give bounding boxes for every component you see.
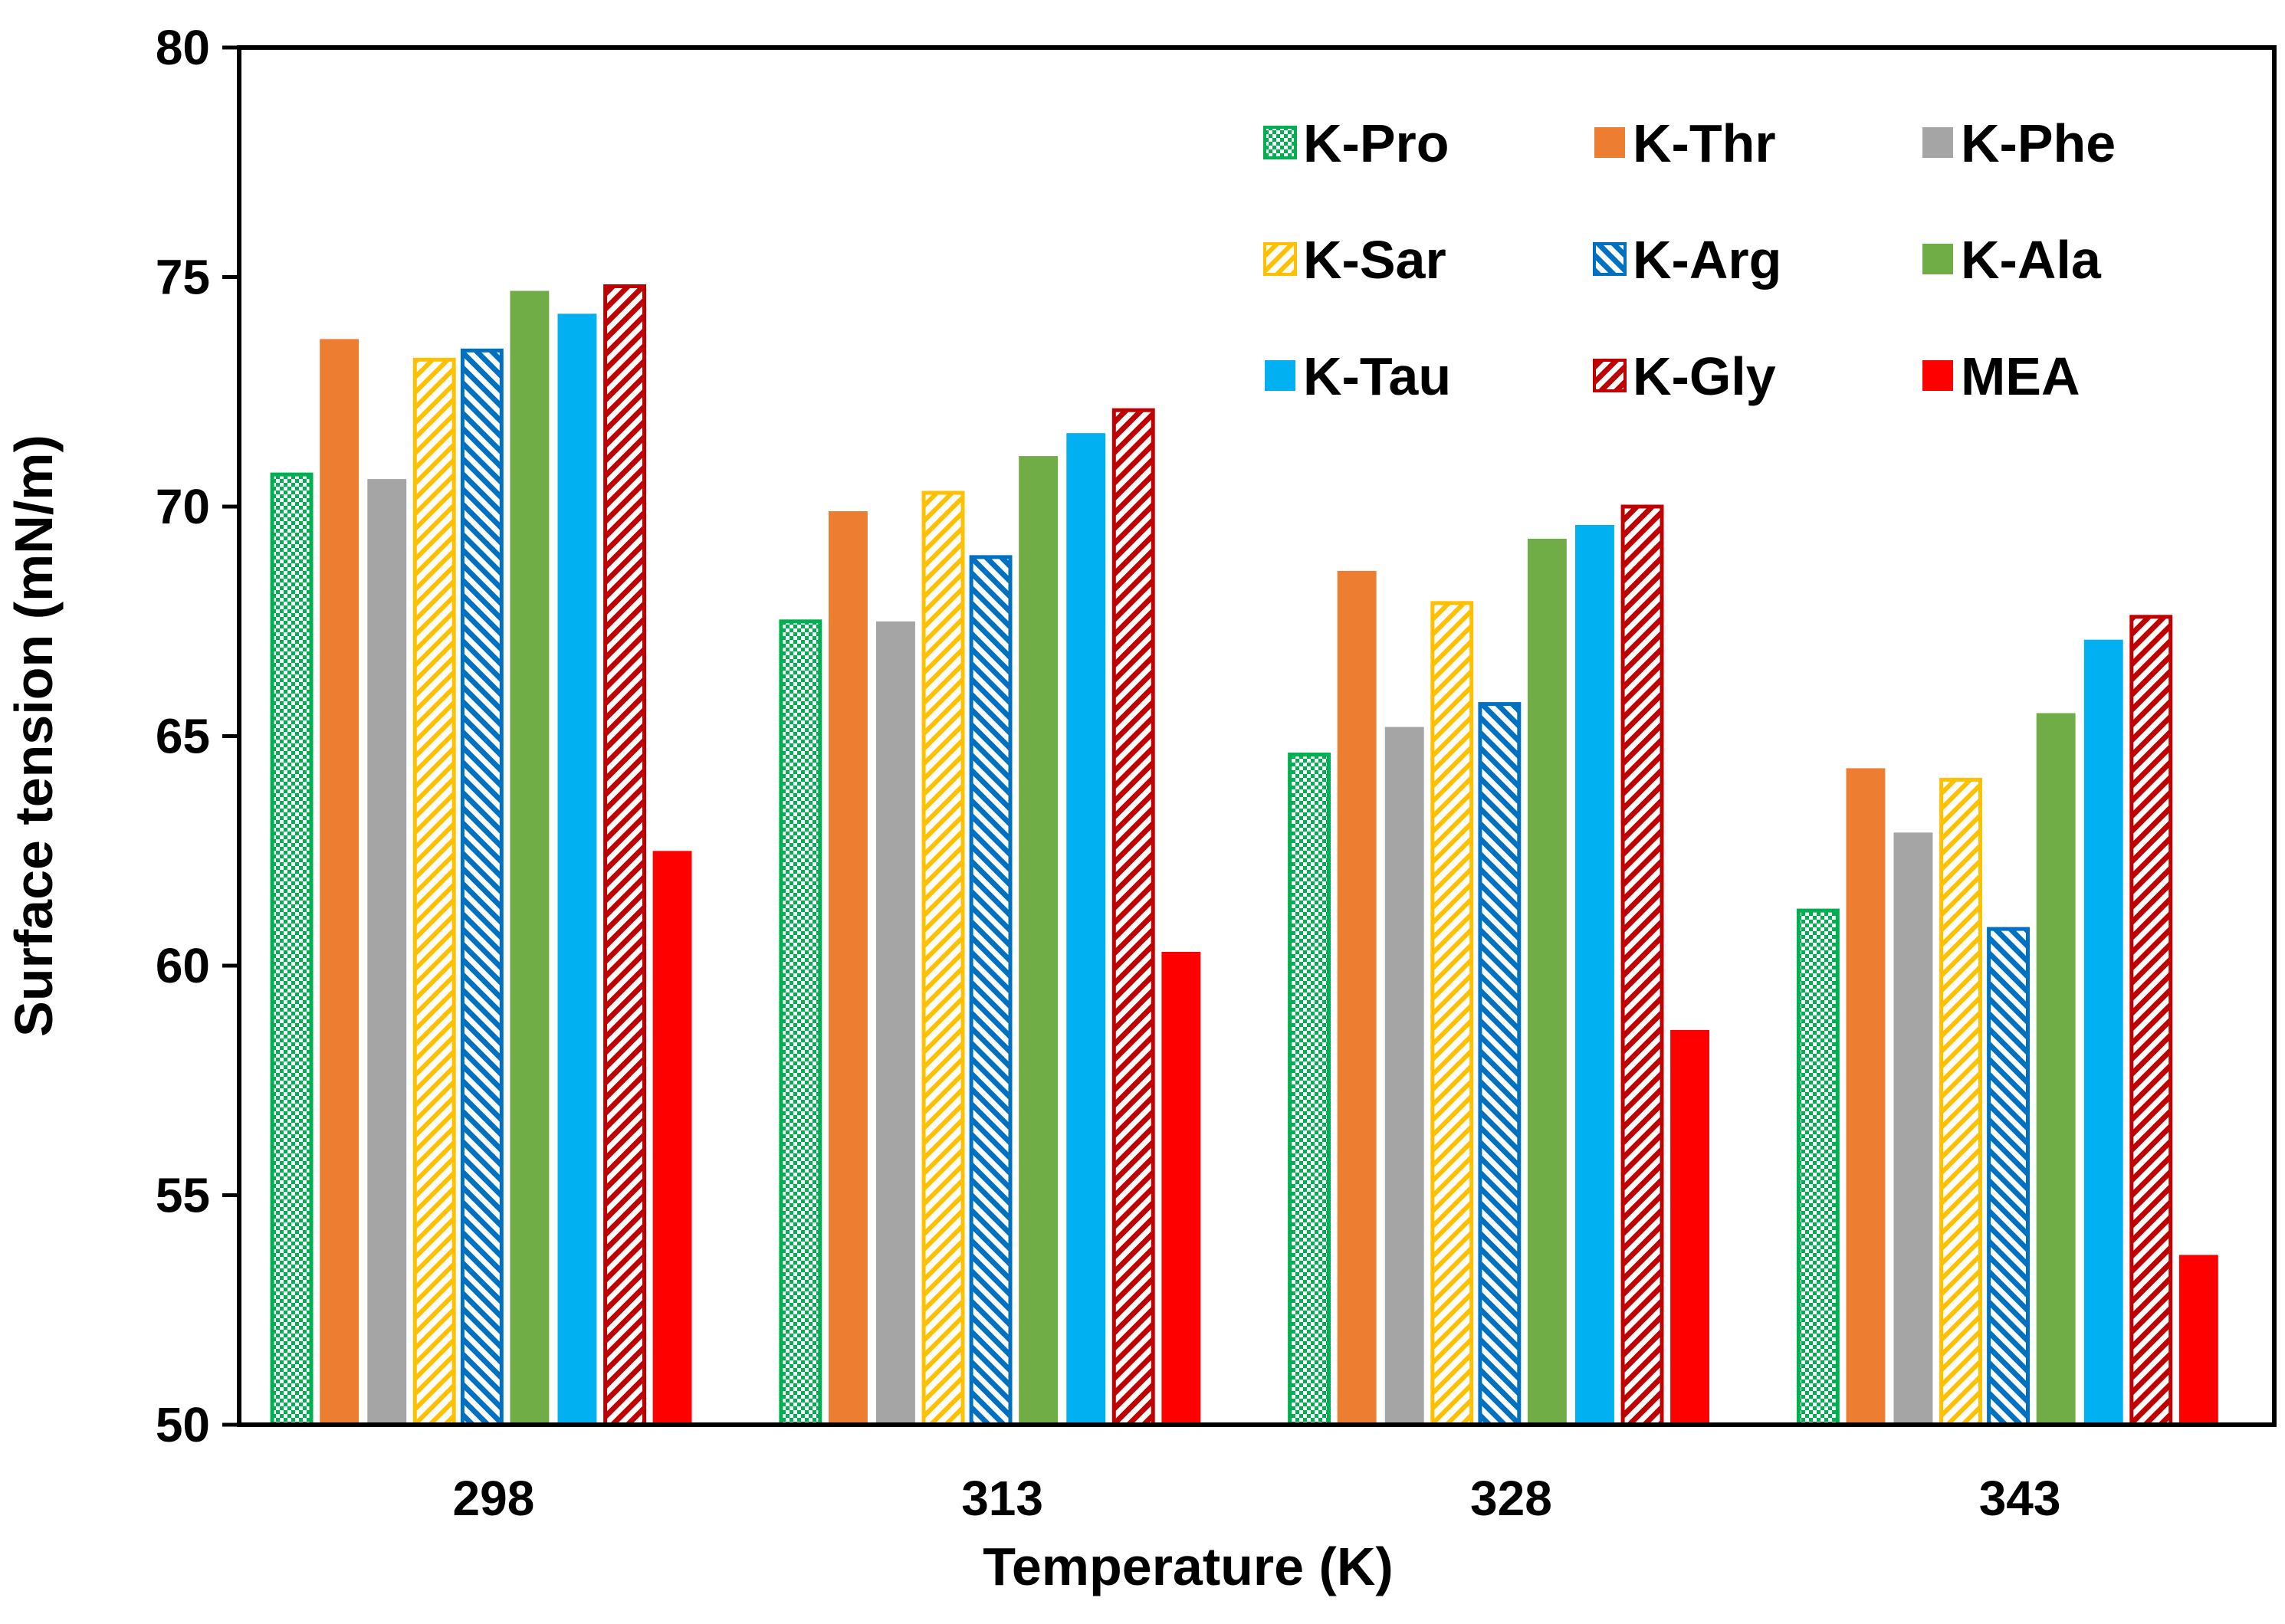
y-tick-label: 60 bbox=[156, 938, 210, 993]
y-tick-label: 80 bbox=[156, 20, 210, 75]
legend-label-k-tau: K-Tau bbox=[1303, 346, 1451, 406]
y-tick-label: 55 bbox=[156, 1168, 210, 1223]
bar-k-phe-298 bbox=[367, 479, 407, 1425]
y-tick-label: 75 bbox=[156, 250, 210, 305]
bar-k-ala-313 bbox=[1019, 456, 1059, 1425]
legend-label-k-pro: K-Pro bbox=[1303, 113, 1449, 173]
legend-swatch-k-tau bbox=[1265, 360, 1295, 391]
legend-swatch-k-gly bbox=[1593, 359, 1627, 392]
bars-layer bbox=[270, 284, 2218, 1427]
bar-mea-298 bbox=[652, 851, 692, 1426]
x-tick-label: 298 bbox=[453, 1471, 535, 1526]
bar-k-phe-343 bbox=[1893, 832, 1933, 1425]
legend-swatch-k-phe bbox=[1922, 127, 1953, 158]
bar-k-thr-298 bbox=[320, 339, 359, 1425]
legend-swatch-k-arg bbox=[1593, 242, 1627, 276]
bar-k-thr-328 bbox=[1337, 570, 1377, 1425]
bar-k-pro-313 bbox=[779, 619, 822, 1427]
bar-k-sar-328 bbox=[1430, 601, 1474, 1427]
bar-k-sar-298 bbox=[412, 357, 456, 1427]
legend-label-k-thr: K-Thr bbox=[1633, 113, 1776, 173]
legend-swatch-k-thr bbox=[1594, 127, 1625, 158]
bar-k-arg-313 bbox=[969, 555, 1013, 1427]
legend-swatch-k-pro bbox=[1263, 126, 1297, 159]
bar-k-gly-343 bbox=[2129, 615, 2173, 1427]
bar-k-tau-328 bbox=[1575, 525, 1614, 1425]
bar-k-ala-298 bbox=[510, 290, 550, 1425]
bar-k-pro-298 bbox=[270, 472, 314, 1427]
bar-mea-313 bbox=[1161, 952, 1201, 1425]
x-axis: 298 313 328 343 bbox=[453, 1471, 2061, 1526]
bar-k-gly-298 bbox=[603, 284, 646, 1427]
legend-label-mea: MEA bbox=[1961, 346, 2080, 406]
legend-swatch-mea bbox=[1922, 360, 1953, 391]
bar-k-thr-343 bbox=[1846, 768, 1886, 1425]
bar-k-gly-313 bbox=[1111, 408, 1155, 1427]
legend-label-k-ala: K-Ala bbox=[1961, 230, 2102, 290]
x-tick-label: 343 bbox=[1979, 1471, 2061, 1526]
bar-k-thr-313 bbox=[829, 511, 868, 1425]
legend-swatch-k-sar bbox=[1263, 242, 1297, 276]
bar-k-sar-343 bbox=[1939, 777, 1983, 1427]
bar-k-arg-298 bbox=[460, 348, 504, 1427]
bar-k-tau-298 bbox=[557, 313, 597, 1425]
bar-k-tau-313 bbox=[1066, 433, 1106, 1426]
x-tick-label: 328 bbox=[1470, 1471, 1552, 1526]
legend: K-Pro K-Thr K-Phe K-Sar K-Arg K-Ala K-Tau K-Gly… bbox=[1263, 113, 2116, 406]
bar-mea-343 bbox=[2178, 1255, 2218, 1425]
bar-k-arg-343 bbox=[1987, 927, 2031, 1427]
legend-label-k-phe: K-Phe bbox=[1961, 113, 2116, 173]
bar-k-sar-313 bbox=[921, 490, 965, 1427]
bar-k-phe-313 bbox=[876, 621, 915, 1426]
bar-k-ala-343 bbox=[2036, 713, 2076, 1425]
bar-k-arg-328 bbox=[1478, 702, 1522, 1427]
x-tick-label: 313 bbox=[961, 1471, 1043, 1526]
legend-label-k-gly: K-Gly bbox=[1633, 346, 1776, 406]
legend-label-k-arg: K-Arg bbox=[1633, 230, 1781, 290]
bar-k-gly-328 bbox=[1620, 504, 1664, 1427]
bar-mea-328 bbox=[1670, 1029, 1709, 1425]
bar-k-ala-328 bbox=[1527, 538, 1567, 1425]
bar-k-pro-343 bbox=[1796, 908, 1840, 1427]
y-axis-title: Surface tension (mN/m) bbox=[4, 435, 64, 1037]
legend-label-k-sar: K-Sar bbox=[1303, 230, 1446, 290]
y-tick-label: 65 bbox=[156, 709, 210, 764]
legend-swatch-k-ala bbox=[1922, 244, 1953, 274]
bar-k-pro-328 bbox=[1288, 753, 1331, 1427]
y-tick-label: 70 bbox=[156, 479, 210, 534]
y-axis: 50 55 60 65 70 75 80 bbox=[156, 20, 239, 1452]
x-axis-title: Temperature (K) bbox=[983, 1537, 1393, 1596]
bar-k-tau-343 bbox=[2083, 639, 2123, 1426]
bar-k-phe-328 bbox=[1384, 727, 1424, 1425]
y-tick-label: 50 bbox=[156, 1397, 210, 1452]
